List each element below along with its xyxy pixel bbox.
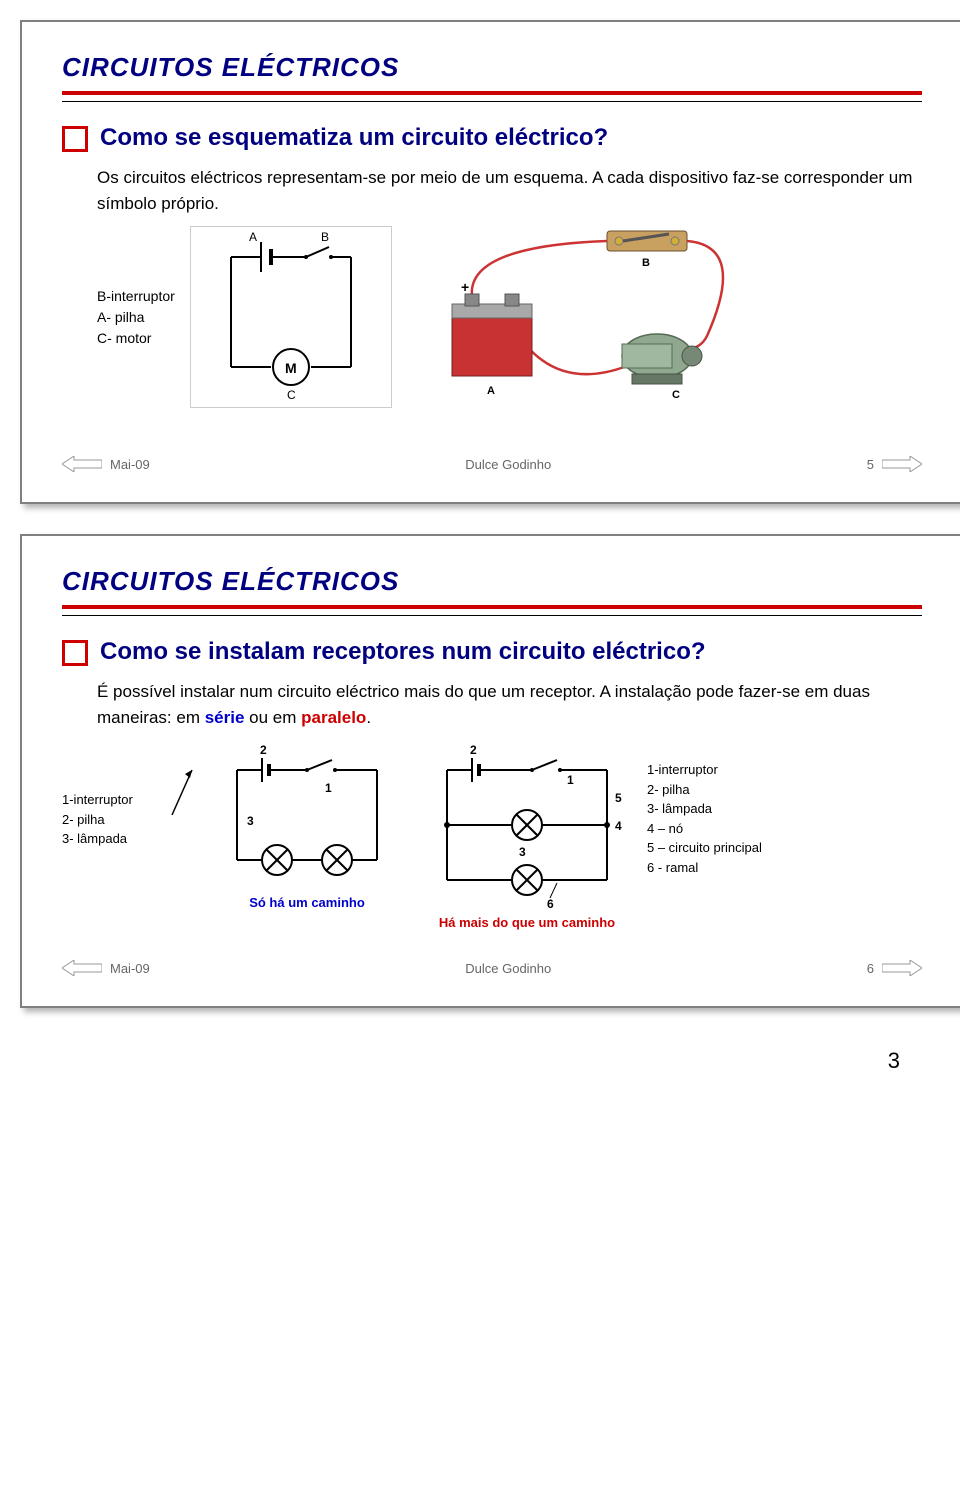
bullet-square-icon — [62, 640, 88, 666]
pictorial-label-B: B — [642, 257, 650, 269]
legend-r2: 2- pilha — [647, 780, 762, 800]
question-text: Como se instalam receptores num circuito… — [100, 636, 706, 667]
schematic-legend: B-interruptor A- pilha C- motor — [97, 286, 175, 349]
circuit-pictorial: B + A C — [407, 226, 747, 426]
series-block: 2 1 3 Só há um caminho — [207, 740, 407, 910]
schematic-label-M: M — [285, 360, 297, 376]
slide-footer: Mai-09 Dulce Godinho 5 — [62, 456, 922, 472]
legend-r5: 5 – circuito principal — [647, 838, 762, 858]
footer-author: Dulce Godinho — [465, 961, 551, 976]
parallel-caption: Há mais do que um caminho — [417, 915, 637, 930]
word-paralelo: paralelo — [301, 708, 366, 727]
slide-footer: Mai-09 Dulce Godinho 6 — [62, 960, 922, 976]
arrow-right-icon — [882, 456, 922, 472]
body-text: É possível instalar num circuito eléctri… — [97, 679, 922, 730]
par-n2: 2 — [470, 743, 477, 757]
series-caption: Só há um caminho — [207, 895, 407, 910]
bullet-square-icon — [62, 126, 88, 152]
pictorial-plus: + — [461, 279, 469, 295]
diagram-row: B-interruptor A- pilha C- motor A B — [97, 226, 922, 426]
slide-5: CIRCUITOS ELÉCTRICOS Como se esquematiza… — [20, 20, 960, 504]
legend-l3: 3- lâmpada — [62, 829, 157, 849]
par-n3: 3 — [519, 845, 526, 859]
title-rule-red — [62, 91, 922, 95]
series-legend: 1-interruptor 2- pilha 3- lâmpada — [62, 790, 157, 849]
parallel-circuit: 2 1 4 3 — [417, 740, 637, 910]
footer-num: 5 — [867, 457, 874, 472]
title-rule-red — [62, 605, 922, 609]
series-circuit: 2 1 3 — [207, 740, 407, 890]
slide-6: CIRCUITOS ELÉCTRICOS Como se instalam re… — [20, 534, 960, 1008]
series-n2: 2 — [260, 743, 267, 757]
footer-num: 6 — [867, 961, 874, 976]
arrow-left-icon — [62, 456, 102, 472]
title-rule-thin — [62, 615, 922, 616]
legend-l1: 1-interruptor — [62, 790, 157, 810]
schematic-label-B: B — [321, 230, 329, 244]
circuit-schematic: A B M C — [190, 226, 392, 408]
legend-a: A- pilha — [97, 307, 175, 328]
arrow-left-icon — [62, 960, 102, 976]
body-text: Os circuitos eléctricos representam-se p… — [97, 165, 922, 216]
arrow-right-icon — [882, 960, 922, 976]
circuits-row: 1-interruptor 2- pilha 3- lâmpada 2 — [62, 740, 922, 930]
footer-author: Dulce Godinho — [465, 457, 551, 472]
legend-r1: 1-interruptor — [647, 760, 762, 780]
question-text: Como se esquematiza um circuito eléctric… — [100, 122, 608, 153]
schematic-label-C: C — [287, 388, 296, 402]
slide-title: CIRCUITOS ELÉCTRICOS — [62, 52, 922, 83]
par-n6: 6 — [547, 897, 554, 910]
pointer-arrow-icon — [167, 760, 197, 820]
page-number: 3 — [20, 1048, 900, 1074]
schematic-label-A: A — [249, 230, 257, 244]
series-n1: 1 — [325, 781, 332, 795]
series-n3: 3 — [247, 814, 254, 828]
footer-date: Mai-09 — [110, 961, 150, 976]
body-end: . — [366, 708, 371, 727]
legend-r3: 3- lâmpada — [647, 799, 762, 819]
legend-l2: 2- pilha — [62, 810, 157, 830]
par-n4: 4 — [615, 819, 622, 833]
title-rule-thin — [62, 101, 922, 102]
legend-r6: 6 - ramal — [647, 858, 762, 878]
legend-c: C- motor — [97, 328, 175, 349]
par-n1: 1 — [567, 773, 574, 787]
footer-date: Mai-09 — [110, 457, 150, 472]
pictorial-label-A: A — [487, 385, 495, 397]
slide-title: CIRCUITOS ELÉCTRICOS — [62, 566, 922, 597]
par-n5: 5 — [615, 791, 622, 805]
pictorial-label-C: C — [672, 389, 680, 401]
bullet-question: Como se instalam receptores num circuito… — [62, 636, 922, 667]
parallel-legend: 1-interruptor 2- pilha 3- lâmpada 4 – nó… — [647, 760, 762, 877]
word-serie: série — [205, 708, 245, 727]
parallel-block: 2 1 4 3 — [417, 740, 637, 930]
legend-b: B-interruptor — [97, 286, 175, 307]
body-mid: ou em — [244, 708, 301, 727]
bullet-question: Como se esquematiza um circuito eléctric… — [62, 122, 922, 153]
legend-r4: 4 – nó — [647, 819, 762, 839]
